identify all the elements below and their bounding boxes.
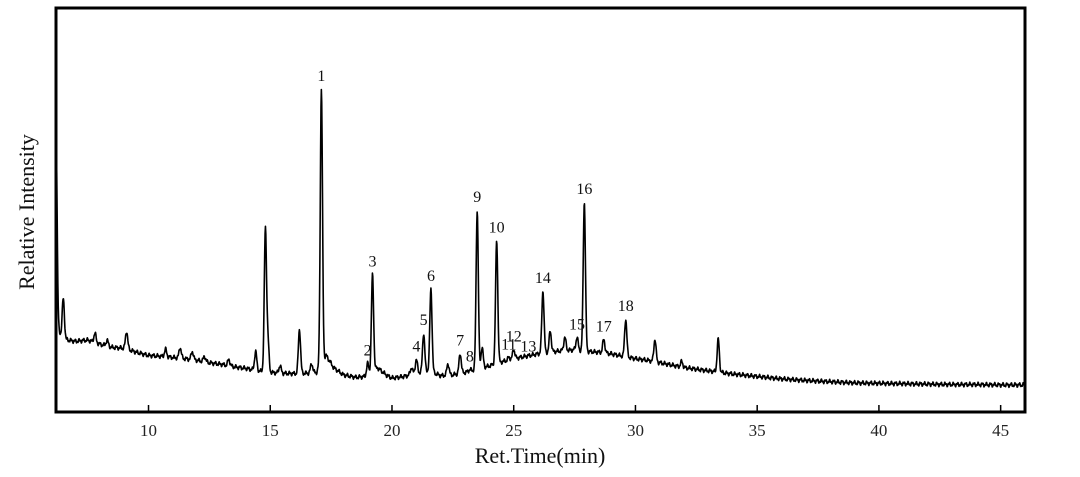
x-axis-title: Ret.Time(min) [475,443,606,468]
x-tick-label: 45 [992,421,1009,440]
peak-label-3: 3 [369,254,377,271]
peak-label-1: 1 [317,68,325,85]
x-axis-ticks [147,405,1002,412]
x-tick-label: 10 [140,421,157,440]
peak-label-17: 17 [596,318,612,335]
peak-label-6: 6 [427,268,435,285]
peak-label-15: 15 [569,316,585,333]
peak-label-9: 9 [473,189,481,206]
x-tick-label: 15 [262,421,279,440]
x-tick-label: 20 [383,421,400,440]
peak-label-10: 10 [489,219,505,236]
plot-frame [54,6,1027,414]
x-tick-label: 30 [627,421,644,440]
plot-border [54,6,1027,414]
peak-label-7: 7 [456,332,464,349]
chromatogram-trace [55,88,1026,389]
peak-label-12: 12 [506,328,522,345]
peak-label-2: 2 [364,343,372,360]
peak-label-16: 16 [576,181,592,198]
x-tick-label: 35 [749,421,766,440]
y-axis-title: Relative Intensity [14,134,39,290]
x-axis-tick-labels: 10 15 20 25 30 35 40 45 [140,421,1009,440]
peak-label-14: 14 [535,270,551,287]
peak-label-5: 5 [420,312,428,329]
x-tick-label: 25 [505,421,522,440]
peak-label-11: 11 [501,336,516,353]
peak-label-8: 8 [466,349,474,366]
peak-label-18: 18 [618,298,634,315]
x-tick-label: 40 [870,421,887,440]
peak-label-13: 13 [520,338,536,355]
peak-label-4: 4 [412,338,420,355]
